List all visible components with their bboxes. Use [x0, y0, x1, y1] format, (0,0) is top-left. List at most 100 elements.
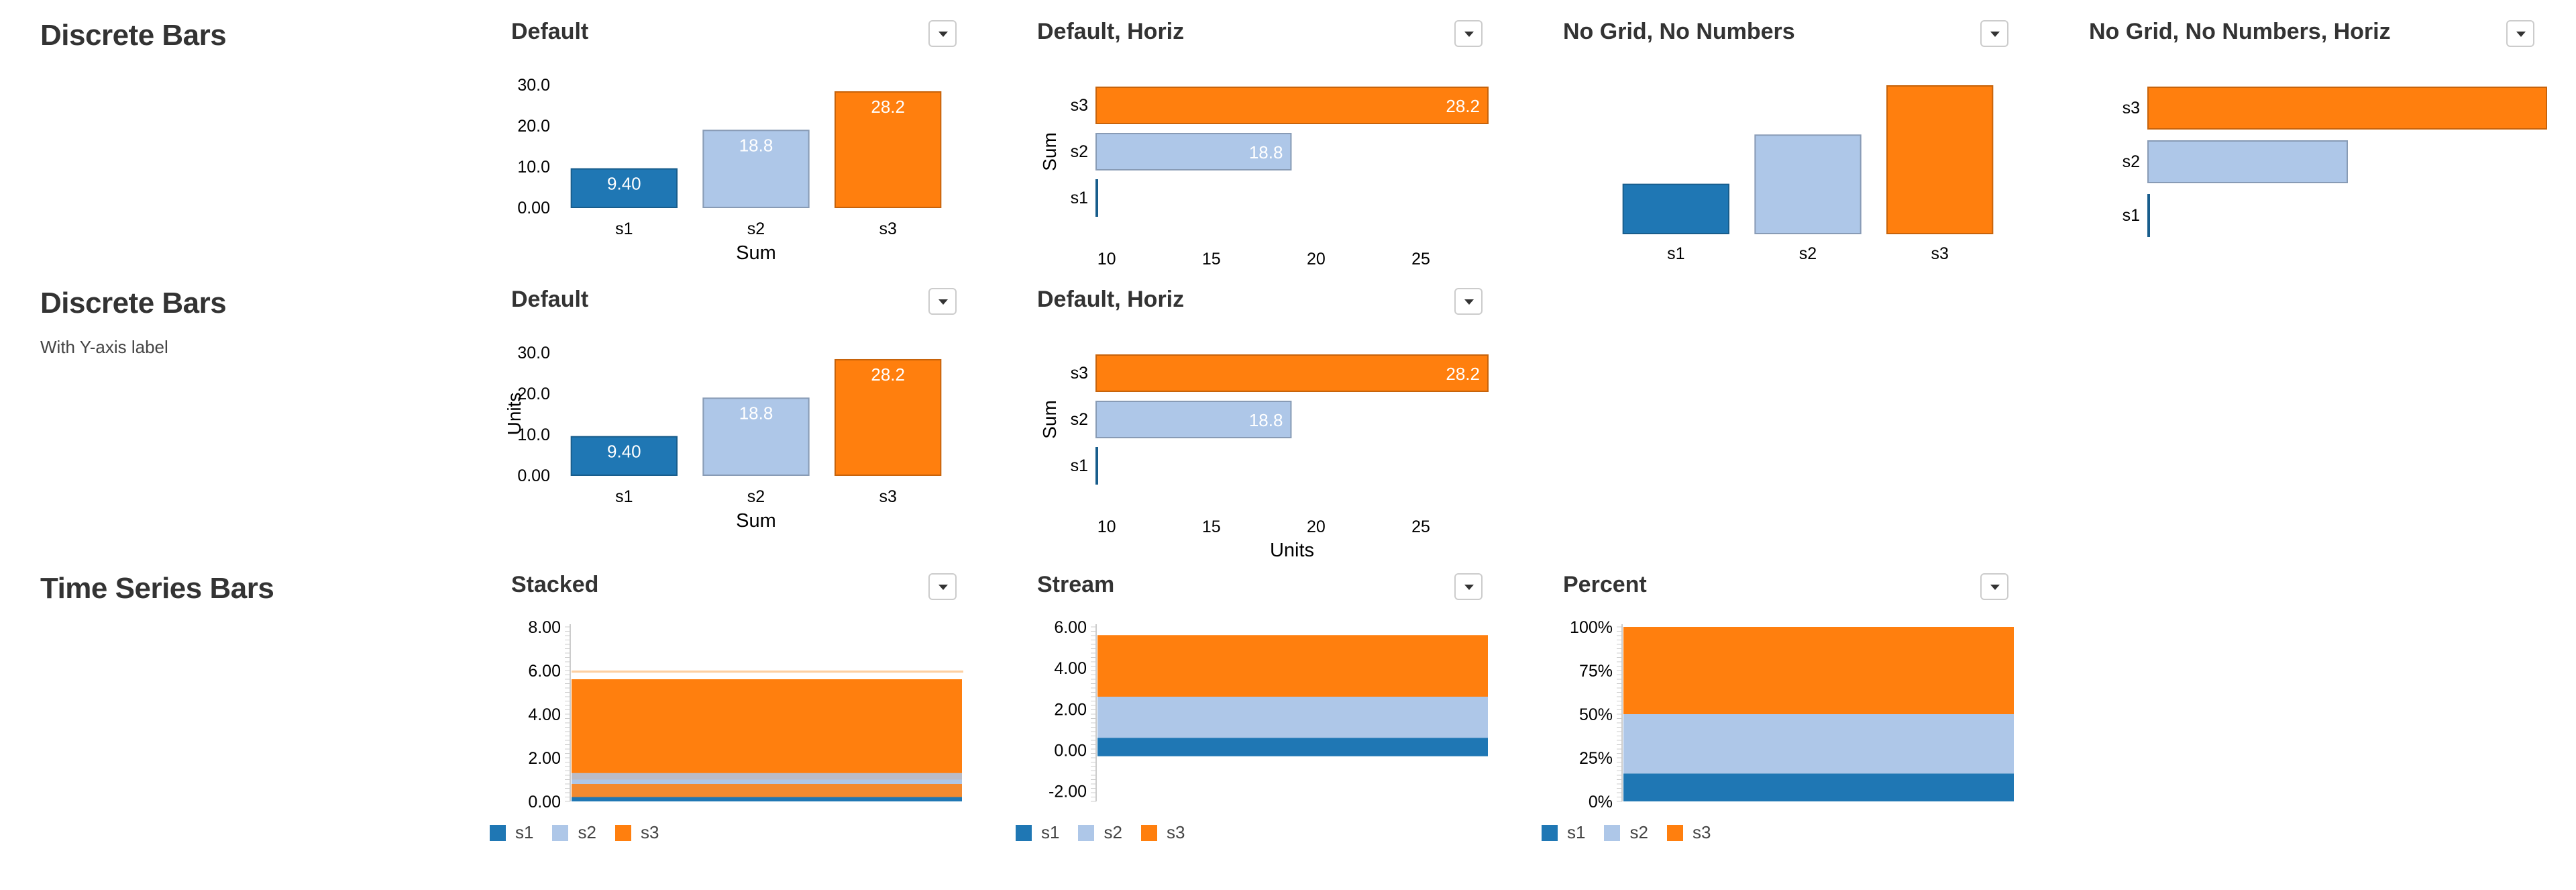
- bar-value-label: 9.40: [607, 174, 641, 194]
- x-tick-label: s3: [879, 487, 896, 506]
- section-title-time-series-bars: Time Series Bars: [40, 572, 274, 605]
- x-tick-label: s1: [615, 487, 633, 506]
- y-tick-label: s1: [1071, 456, 1088, 475]
- legend-item-s3[interactable]: s3: [1140, 822, 1185, 843]
- y-tick-label: 10.0: [517, 158, 550, 177]
- chart-menu-dropdown[interactable]: [1454, 20, 1483, 47]
- bar-s2: [702, 397, 810, 476]
- chart-panel-default-ylabel: Default 0.00 10.0 20.0 30.0 9.40 s1 18.8 s2 28.2…: [504, 287, 967, 532]
- x-tick-label: s3: [879, 219, 896, 238]
- legend-item-s2[interactable]: s2: [1078, 822, 1122, 843]
- y-tick-label: 0.00: [528, 793, 561, 811]
- y-tick-label: 2.00: [528, 749, 561, 768]
- bar-s3: [1886, 85, 1994, 234]
- bar-value-label: 18.8: [1249, 142, 1283, 162]
- chart-panel-stream: Stream -2.00 0.00 2.00 4.00 6.00 s1 s2 s3: [1016, 572, 1493, 854]
- bar-s3: [835, 358, 942, 477]
- chart-svg: 0.00 10.0 20.0 30.0 9.40 s1 18.8 s2 28.2 s3 Sum Uni…: [504, 344, 942, 532]
- section-title-discrete-bars-ylabel: Discrete Bars: [40, 287, 227, 319]
- chart-menu-dropdown[interactable]: [2506, 20, 2534, 47]
- chart-legend: s1 s2 s3: [1542, 822, 1711, 843]
- legend-item-s2[interactable]: s2: [552, 822, 596, 843]
- legend-swatch: [614, 824, 631, 841]
- legend-item-s1[interactable]: s1: [1016, 822, 1059, 843]
- legend-label: s2: [1104, 822, 1122, 842]
- series-overlay-s3: [572, 784, 962, 797]
- section-subtitle: With Y-axis label: [40, 337, 168, 357]
- chart-svg: 0.00 2.00 4.00 6.00 8.00: [528, 618, 963, 811]
- chart-svg: 0.00 10.0 20.0 30.0 9.40 s1 18.8 s2 28.2 s3 Sum: [517, 76, 942, 264]
- x-tick-label: 25: [1411, 250, 1430, 268]
- legend-swatch: [490, 824, 506, 841]
- chart-title: Default: [511, 287, 589, 312]
- chart-title: Default, Horiz: [1037, 19, 1185, 44]
- legend-item-s3[interactable]: s3: [1666, 822, 1711, 843]
- legend-item-s3[interactable]: s3: [614, 822, 659, 843]
- legend-item-s1[interactable]: s1: [490, 822, 533, 843]
- y-tick-label: 50%: [1579, 705, 1613, 724]
- y-tick-label: s1: [1071, 189, 1088, 207]
- x-tick-label: 15: [1202, 517, 1221, 536]
- series-edge: [572, 671, 963, 673]
- y-tick-label: 100%: [1570, 618, 1613, 637]
- y-tick-label: 6.00: [1054, 618, 1087, 637]
- bar-s2: [1754, 134, 1862, 235]
- y-tick-label: s2: [1071, 410, 1088, 429]
- legend-label: s2: [1629, 822, 1648, 842]
- y-tick-label: 20.0: [517, 117, 550, 136]
- legend-item-s1[interactable]: s1: [1542, 822, 1585, 843]
- bar-s3: [1095, 354, 1489, 392]
- y-tick-label: 4.00: [528, 705, 561, 724]
- legend-item-s2[interactable]: s2: [1604, 822, 1648, 843]
- legend-swatch: [1666, 824, 1683, 841]
- bar-s2: [702, 130, 810, 208]
- series-band-s1: [572, 797, 962, 801]
- legend-label: s1: [515, 822, 534, 842]
- bar-s1: [1622, 183, 1729, 235]
- bar-value-label: 18.8: [739, 403, 773, 423]
- bar-s2: [2147, 140, 2348, 183]
- series-band-s2: [1097, 697, 1488, 738]
- legend-swatch: [1016, 824, 1032, 841]
- y-tick-label: 0.00: [517, 199, 550, 217]
- bar-s3: [2147, 87, 2547, 130]
- chart-menu-dropdown[interactable]: [1454, 573, 1483, 600]
- section-title-discrete-bars: Discrete Bars: [40, 19, 227, 52]
- chart-menu-dropdown[interactable]: [928, 20, 957, 47]
- chart-menu-dropdown[interactable]: [1454, 288, 1483, 315]
- chart-svg: s3 s2 s1: [2123, 87, 2547, 237]
- series-band-s1: [1097, 738, 1488, 756]
- x-axis-label: Sum: [736, 242, 776, 264]
- legend-swatch: [1604, 824, 1621, 841]
- chart-panel-no-grid-horiz: No Grid, No Numbers, Horiz s3 s2 s1: [2089, 19, 2547, 260]
- chart-legend: s1 s2 s3: [490, 822, 659, 843]
- y-tick-label: 30.0: [517, 76, 550, 95]
- x-tick-label: 10: [1097, 250, 1116, 268]
- legend-label: s1: [1567, 822, 1586, 842]
- y-tick-label: 6.00: [528, 662, 561, 681]
- bar-s1: [1095, 179, 1098, 217]
- chart-svg: s1 s2 s3: [1622, 85, 1994, 263]
- series-band-s2: [1623, 714, 2014, 774]
- chart-menu-dropdown[interactable]: [928, 288, 957, 315]
- chart-title: Stream: [1037, 572, 1115, 597]
- series-band-s3: [1623, 627, 2014, 714]
- bar-value-label: 28.2: [1446, 96, 1480, 116]
- series-band-s3: [572, 679, 962, 780]
- bar-s2: [1095, 401, 1292, 438]
- chart-menu-dropdown[interactable]: [1980, 573, 2008, 600]
- x-tick-label: s3: [1931, 244, 1948, 263]
- y-axis-label: Sum: [1039, 132, 1060, 171]
- y-tick-label: 25%: [1579, 749, 1613, 768]
- legend-label: s2: [578, 822, 596, 842]
- x-tick-label: 15: [1202, 250, 1221, 268]
- bar-s2: [1095, 133, 1292, 170]
- x-tick-label: s2: [1799, 244, 1817, 263]
- chart-menu-dropdown[interactable]: [1980, 20, 2008, 47]
- y-tick-label: s1: [2123, 206, 2140, 225]
- bar-value-label: 28.2: [871, 364, 905, 385]
- chart-menu-dropdown[interactable]: [928, 573, 957, 600]
- x-tick-label: s1: [1667, 244, 1684, 263]
- series-band-s3: [1097, 635, 1488, 697]
- bar-value-label: 9.40: [607, 442, 641, 462]
